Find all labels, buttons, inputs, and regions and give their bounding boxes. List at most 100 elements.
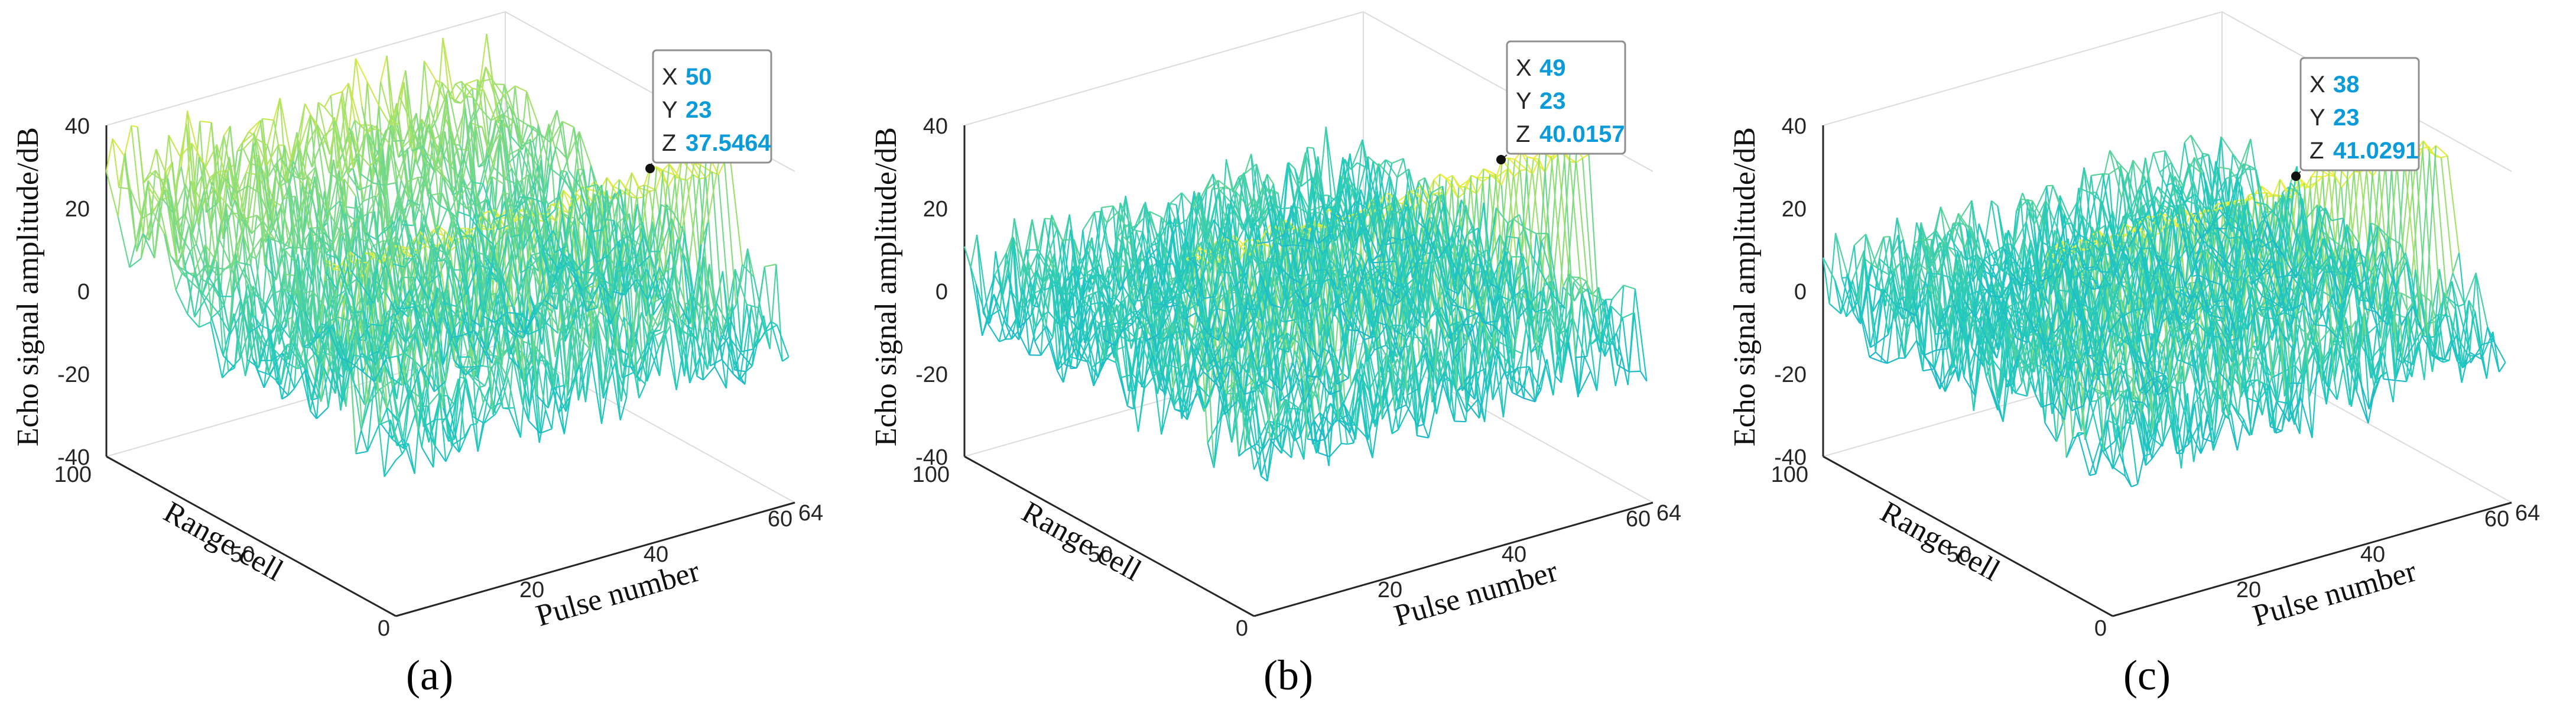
surface-mesh-segment: [662, 163, 670, 171]
surface-mesh-segment: [654, 204, 667, 270]
surface-mesh-segment: [658, 295, 672, 376]
surface-mesh-segment: [1034, 325, 1047, 342]
surface-mesh-segment: [717, 161, 725, 176]
surface-mesh-segment: [769, 264, 777, 349]
surface-mesh-segment: [300, 247, 307, 251]
surface-mesh-segment: [441, 404, 454, 424]
surface-mesh-segment: [262, 342, 270, 375]
surface-mesh-segment: [473, 214, 487, 258]
surface-mesh-segment: [442, 37, 456, 102]
surface-mesh-segment: [595, 190, 608, 276]
surface-mesh-segment: [441, 302, 454, 360]
surface-mesh-segment: [327, 326, 340, 358]
surface-mesh-segment: [517, 180, 530, 217]
surface-mesh-segment: [739, 371, 746, 381]
surface-mesh-segment: [395, 148, 408, 183]
surface-mesh-segment: [266, 144, 279, 166]
surface-mesh-segment: [335, 122, 349, 174]
surface-mesh-segment: [246, 359, 259, 368]
surface-mesh-segment: [214, 203, 228, 257]
datatip-marker[interactable]: [645, 164, 655, 173]
z-tick-label: -40: [57, 445, 90, 470]
surface-mesh-segment: [254, 136, 268, 166]
surface-mesh-segment: [590, 165, 603, 219]
surface-mesh-segment: [735, 248, 749, 306]
surface-mesh-segment: [376, 268, 389, 342]
surface-mesh-segment: [557, 253, 570, 281]
surface-mesh-segment: [544, 142, 551, 195]
surface-mesh-segment: [501, 276, 514, 309]
surface-mesh-segment: [395, 248, 408, 329]
surface-mesh-segment: [442, 327, 456, 365]
surface-mesh-segment: [346, 167, 353, 171]
surface-mesh-segment: [386, 407, 399, 421]
surface-mesh-segment: [155, 148, 169, 179]
surface-mesh-segment: [671, 218, 684, 257]
surface-mesh-segment: [129, 242, 137, 268]
surface-mesh-segment: [254, 315, 267, 343]
surface-mesh-segment: [226, 170, 240, 263]
surface-mesh-segment: [200, 120, 212, 124]
surface-mesh-segment: [1537, 283, 1545, 360]
surface-mesh-segment: [664, 331, 677, 390]
surface-mesh-segment: [408, 333, 417, 400]
surface-mesh-segment: [540, 428, 553, 434]
surface-mesh-segment: [404, 253, 417, 268]
surface-mesh-segment: [963, 246, 977, 284]
surface-mesh-segment: [1057, 280, 1065, 370]
surface-mesh-segment: [1356, 338, 1365, 370]
surface-mesh-segment: [453, 108, 466, 145]
surface-mesh-segment: [319, 237, 333, 249]
surface-mesh-segment: [625, 172, 633, 189]
surface-mesh-segment: [187, 278, 201, 291]
surface-mesh-segment: [255, 258, 263, 314]
surface-mesh-segment: [486, 319, 499, 352]
surface-mesh-segment: [498, 224, 511, 231]
surface-mesh-segment: [470, 236, 484, 316]
surface-mesh-segment: [547, 195, 560, 205]
surface-mesh-segment: [646, 336, 654, 382]
surface-mesh-segment: [732, 304, 740, 375]
panel-a-datatip[interactable]: X 50 Y 23 Z 37.5464: [645, 49, 772, 173]
surface-mesh-segment: [602, 273, 616, 339]
surface-mesh-segment: [483, 292, 496, 298]
surface-mesh-segment: [298, 114, 311, 151]
surface-mesh-segment: [764, 263, 777, 267]
surface-mesh-segment: [496, 104, 510, 163]
surface-mesh-segment: [350, 250, 363, 261]
surface-mesh-segment: [363, 166, 371, 202]
surface-mesh-segment: [753, 277, 766, 332]
surface-mesh-segment: [598, 284, 612, 325]
surface-mesh-segment: [489, 119, 503, 155]
surface-mesh-segment: [693, 174, 706, 327]
surface-mesh-segment: [442, 174, 456, 238]
surface-mesh-segment: [489, 244, 503, 277]
surface-mesh-segment: [589, 250, 602, 265]
surface-mesh-segment: [1218, 189, 1226, 237]
surface-mesh-segment: [466, 198, 479, 210]
surface-mesh-segment: [256, 215, 269, 237]
surface-mesh-segment: [671, 286, 684, 333]
surface-mesh-segment: [461, 330, 469, 338]
surface-mesh-segment: [421, 446, 434, 468]
surface-mesh-segment: [291, 160, 304, 239]
z-axis-title: Echo signal amplitude/dB: [11, 127, 45, 446]
surface-mesh-segment: [619, 234, 632, 242]
surface-mesh-segment: [599, 205, 612, 301]
surface-mesh-segment: [567, 131, 580, 160]
surface-mesh-segment: [503, 346, 512, 384]
surface-mesh-segment: [268, 98, 281, 177]
surface-mesh-segment: [527, 260, 540, 286]
surface-mesh-segment: [423, 419, 436, 427]
surface-mesh-segment: [503, 326, 517, 338]
surface-mesh-segment: [710, 271, 723, 333]
surface-mesh-segment: [532, 213, 545, 367]
surface-mesh-segment: [197, 178, 210, 225]
surface-mesh-segment: [452, 307, 465, 318]
surface-mesh-segment: [426, 381, 434, 468]
surface-mesh-segment: [295, 183, 303, 255]
surface-mesh-segment: [559, 341, 567, 412]
surface-mesh-segment: [1287, 163, 1295, 203]
surface-mesh-segment: [579, 301, 592, 365]
surface-mesh-segment: [430, 192, 443, 196]
